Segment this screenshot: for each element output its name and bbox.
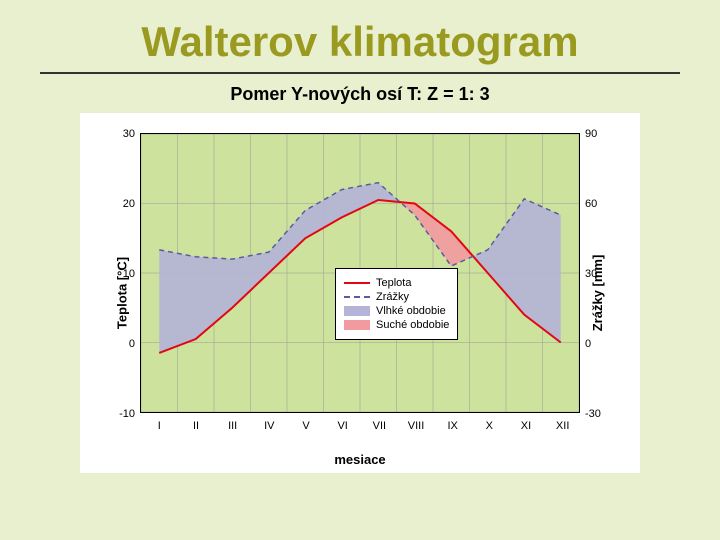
x-tick: XII xyxy=(556,420,569,432)
legend-item-temp: Teplota xyxy=(344,277,449,289)
chart-panel: Teplota [°C] Zrážky [mm] mesiace -100102… xyxy=(80,113,640,473)
y-right-tick: 30 xyxy=(585,268,597,280)
y-right-tick: 90 xyxy=(585,128,597,140)
legend: Teplota Zrážky Vlhké obdobie Suché obdobie xyxy=(335,268,458,340)
legend-swatch-temp xyxy=(344,282,370,284)
x-tick: VII xyxy=(373,420,386,432)
legend-label-dry: Suché obdobie xyxy=(376,319,449,331)
y-axis-right-label: Zrážky [mm] xyxy=(590,255,605,332)
legend-swatch-wet xyxy=(344,306,370,316)
x-tick: VI xyxy=(337,420,347,432)
x-tick: VIII xyxy=(408,420,425,432)
legend-label-wet: Vlhké obdobie xyxy=(376,305,446,317)
legend-item-dry: Suché obdobie xyxy=(344,319,449,331)
y-left-tick: 10 xyxy=(123,268,135,280)
legend-item-precip: Zrážky xyxy=(344,291,449,303)
x-tick: V xyxy=(302,420,309,432)
y-right-tick: 60 xyxy=(585,198,597,210)
x-tick: III xyxy=(228,420,237,432)
x-tick: II xyxy=(193,420,199,432)
y-right-tick: -30 xyxy=(585,408,601,420)
x-tick: IX xyxy=(447,420,457,432)
y-left-tick: 30 xyxy=(123,128,135,140)
legend-label-precip: Zrážky xyxy=(376,291,409,303)
legend-label-temp: Teplota xyxy=(376,277,411,289)
y-left-tick: 0 xyxy=(129,338,135,350)
page-title: Walterov klimatogram xyxy=(40,0,680,74)
x-tick: I xyxy=(158,420,161,432)
x-tick: XI xyxy=(521,420,531,432)
y-left-tick: -10 xyxy=(119,408,135,420)
legend-swatch-dry xyxy=(344,320,370,330)
x-tick: X xyxy=(486,420,493,432)
y-left-tick: 20 xyxy=(123,198,135,210)
x-axis-label: mesiace xyxy=(334,452,385,467)
y-right-tick: 0 xyxy=(585,338,591,350)
legend-swatch-precip xyxy=(344,296,370,298)
x-tick: IV xyxy=(264,420,274,432)
legend-item-wet: Vlhké obdobie xyxy=(344,305,449,317)
page-subtitle: Pomer Y-nových osí T: Z = 1: 3 xyxy=(0,74,720,113)
